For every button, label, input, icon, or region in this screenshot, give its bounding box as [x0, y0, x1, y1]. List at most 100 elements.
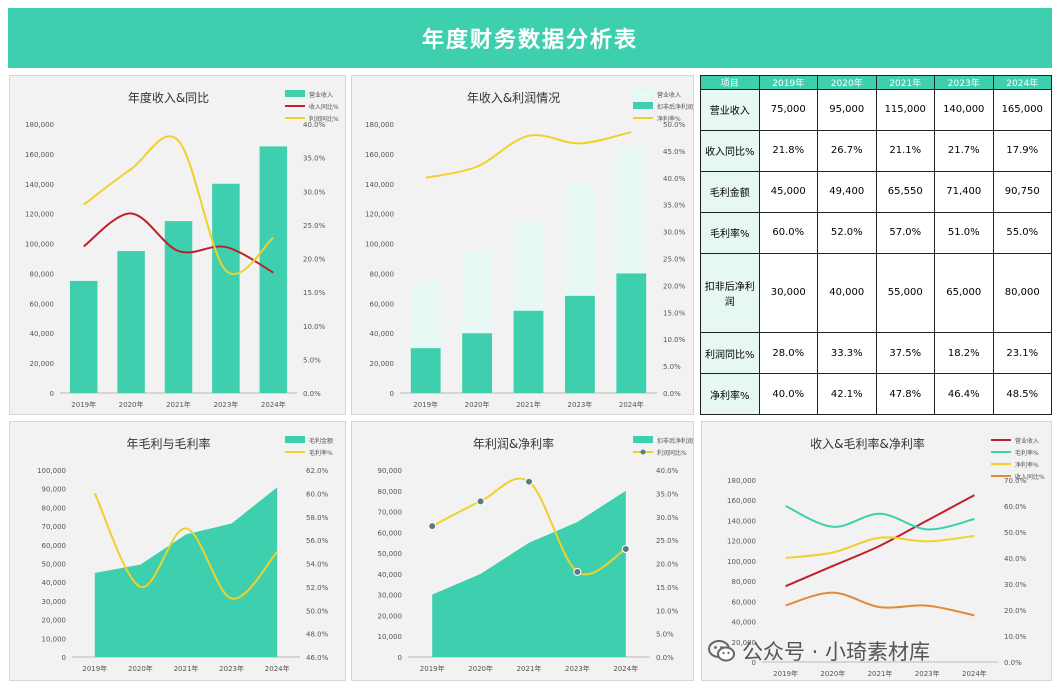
table-row-label: 收入同比% [700, 129, 760, 172]
wechat-icon [708, 640, 735, 662]
y2-tick-label: 52.0% [306, 584, 329, 592]
y2-tick-label: 20.0% [663, 282, 686, 290]
y2-tick-label: 40.0% [1004, 555, 1027, 563]
y-tick-label: 30,000 [378, 592, 403, 600]
line-series [785, 591, 975, 617]
table-cell: 17.9% [992, 129, 1052, 172]
table-row-label: 扣非后净利润 [700, 252, 760, 334]
x-tick-label: 2021年 [516, 400, 541, 409]
line-series [83, 212, 274, 274]
y2-tick-label: 40.0% [663, 175, 686, 183]
table-row: 收入同比% 21.8% 26.7% 21.1% 21.7% 17.9% [700, 129, 1052, 172]
table-cell: 45,000 [758, 170, 818, 213]
y-tick-label: 40,000 [370, 330, 395, 338]
y-tick-label: 30,000 [42, 598, 67, 606]
y-tick-label: 120,000 [25, 211, 54, 219]
table-cell: 49,400 [817, 170, 877, 213]
y-tick-label: 100,000 [365, 241, 394, 249]
chart-title: 年毛利与毛利率 [126, 436, 210, 451]
legend-label: 营业收入 [657, 91, 681, 99]
table-cell: 140,000 [934, 89, 994, 131]
table-row-label: 毛利金额 [700, 170, 760, 213]
y2-tick-label: 10.0% [303, 323, 326, 331]
y-tick-label: 80,000 [378, 488, 403, 496]
x-tick-label: 2024年 [613, 664, 638, 673]
y-tick-label: 60,000 [42, 542, 67, 550]
table-row: 毛利率% 60.0% 52.0% 57.0% 51.0% 55.0% [700, 211, 1052, 254]
y2-tick-label: 0.0% [656, 654, 674, 662]
y-tick-label: 50,000 [378, 550, 403, 558]
chart-panel-revenue-yoy: 年度收入&同比 0 20,000 40,000 60,000 80,000 100,000 1… [9, 75, 346, 415]
y2-tick-label: 35.0% [303, 155, 326, 163]
data-point [476, 497, 485, 506]
table-cell: 28.0% [758, 332, 818, 375]
y-tick-label: 50,000 [42, 561, 67, 569]
y2-tick-label: 35.0% [656, 490, 679, 498]
table-cell: 90,750 [992, 170, 1052, 213]
y-tick-label: 0 [390, 390, 394, 398]
x-tick-label: 2023年 [565, 664, 590, 673]
table-header-row: 项目 2019年 2020年 2021年 2023年 2024年 [700, 75, 1052, 90]
x-tick-label: 2021年 [166, 400, 191, 409]
bar [616, 273, 647, 393]
y-tick-label: 100,000 [25, 241, 54, 249]
y2-tick-label: 54.0% [306, 561, 329, 569]
y2-tick-label: 30.0% [1004, 581, 1027, 589]
table-row-label: 营业收入 [700, 89, 760, 131]
y-tick-label: 10,000 [378, 633, 403, 641]
x-tick-label: 2019年 [413, 400, 438, 409]
table-cell: 165,000 [992, 89, 1052, 131]
y-tick-label: 120,000 [727, 538, 756, 546]
y-tick-label: 60,000 [370, 300, 395, 308]
legend-swatch [285, 436, 305, 443]
y2-tick-label: 25.0% [663, 256, 686, 264]
y-tick-label: 100,000 [727, 558, 756, 566]
y2-tick-label: 0.0% [1004, 659, 1022, 667]
y-tick-label: 70,000 [42, 523, 67, 531]
legend-label: 营业收入 [309, 91, 333, 99]
bar [69, 280, 98, 393]
x-tick-label: 2024年 [265, 664, 290, 673]
table-row: 利润同比% 28.0% 33.3% 37.5% 18.2% 23.1% [700, 332, 1052, 375]
x-tick-label: 2024年 [619, 400, 644, 409]
y-tick-label: 60,000 [30, 300, 55, 308]
y2-tick-label: 40.0% [303, 121, 326, 129]
x-tick-label: 2020年 [119, 400, 144, 409]
table-cell: 65,550 [875, 170, 935, 213]
x-tick-label: 2021年 [868, 669, 893, 678]
y-tick-label: 0 [50, 390, 54, 398]
table-cell: 23.1% [992, 332, 1052, 375]
table-row-label: 净利率% [700, 373, 760, 415]
y-tick-label: 140,000 [25, 181, 54, 189]
x-tick-label: 2019年 [82, 664, 107, 673]
x-tick-label: 2020年 [468, 664, 493, 673]
y-tick-label: 80,000 [370, 270, 395, 278]
line-series [785, 505, 975, 531]
legend-label: 毛利率% [309, 449, 333, 457]
legend-label: 收入同比% [1015, 473, 1045, 481]
gross-profit-chart: 年毛利与毛利率 0 10,000 20,000 30,000 40,000 50,000 60… [37, 436, 333, 673]
x-tick-label: 2021年 [174, 664, 199, 673]
bar [259, 146, 288, 393]
x-tick-label: 2019年 [420, 664, 445, 673]
y2-tick-label: 48.0% [306, 631, 329, 639]
table-row-label: 毛利率% [700, 211, 760, 254]
y-tick-label: 90,000 [42, 486, 67, 494]
revenue-margins-chart: 收入&毛利率&净利率 0 20,000 40,000 60,000 80,000 100,0… [727, 436, 1045, 678]
y2-tick-label: 15.0% [303, 289, 326, 297]
net-profit-chart: 年利润&净利率 0 10,000 20,000 30,000 40,000 50,000 60… [378, 436, 693, 673]
revenue-yoy-chart: 年度收入&同比 0 20,000 40,000 60,000 80,000 100,000 1… [25, 90, 339, 409]
legend-label: 营业收入 [1015, 437, 1039, 445]
legend-label: 毛利率% [1015, 449, 1039, 457]
table-cell: 21.1% [875, 129, 935, 172]
legend-label: 利润同比% [309, 115, 339, 123]
financial-data-table: 项目 2019年 2020年 2021年 2023年 2024年 营业收入 75,… [700, 75, 1052, 415]
chart-title: 年度收入&同比 [128, 90, 209, 105]
chart-title: 收入&毛利率&净利率 [810, 436, 925, 451]
y2-tick-label: 25.0% [656, 537, 679, 545]
x-tick-label: 2024年 [261, 400, 286, 409]
revenue-profit-chart: 年收入&利润情况 0 20,000 40,000 60,000 80,000 100,000… [365, 89, 693, 409]
table-header-cell: 2021年 [875, 75, 935, 90]
y-tick-label: 10,000 [42, 635, 67, 643]
legend-label: 毛利金额 [309, 437, 333, 445]
